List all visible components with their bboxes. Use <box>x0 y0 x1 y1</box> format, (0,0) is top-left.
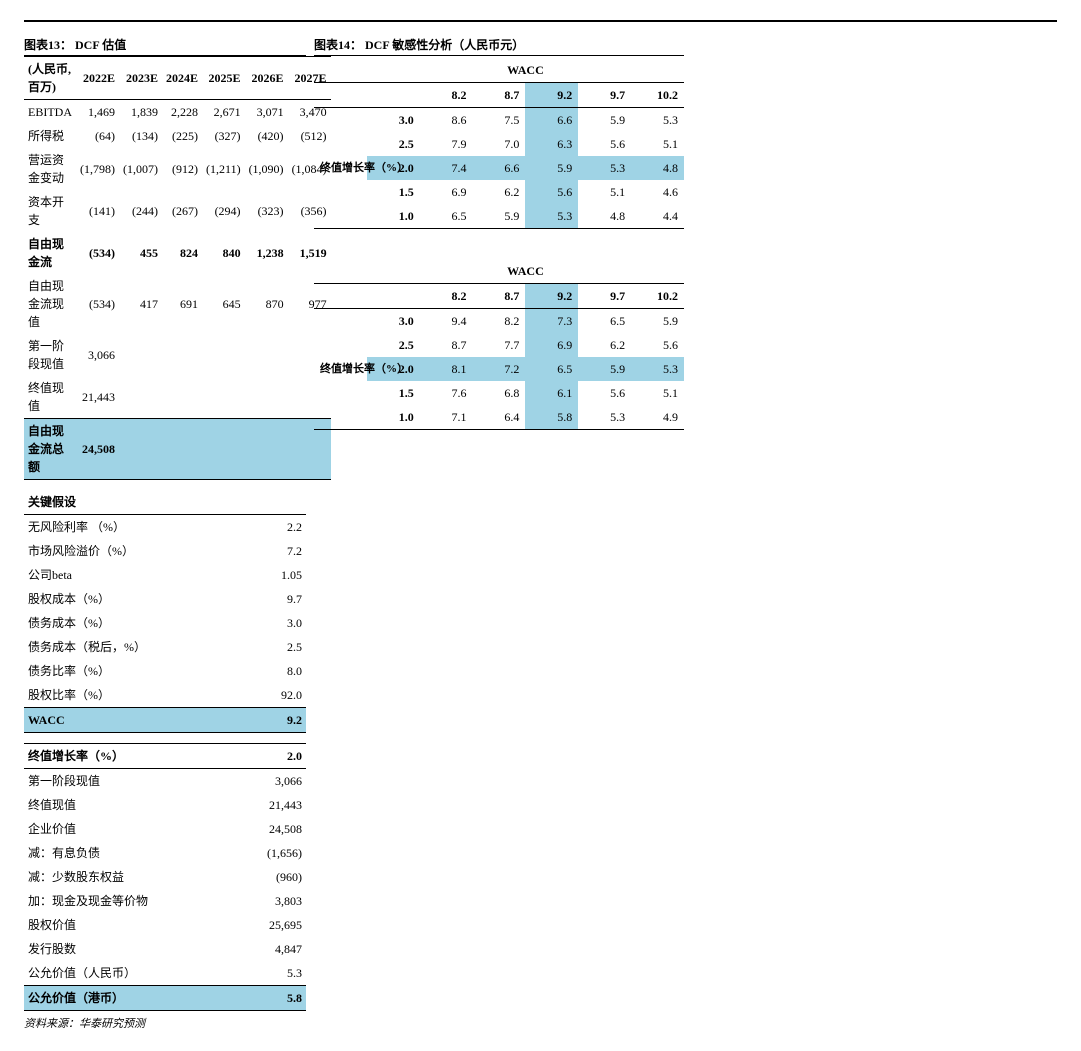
table-row: 股权价值25,695 <box>24 913 306 937</box>
source-label: 资料来源：华泰研究预测 <box>24 1015 1057 1031</box>
table-row: 市场风险溢价（%）7.2 <box>24 539 306 563</box>
tables-wrap: 图表13： DCF 估值 (人民币, 百万) 2022E 2023E 2024E… <box>24 30 1057 1011</box>
table-row: 无风险利率 （%）2.2 <box>24 515 306 540</box>
caption-right: 图表14： DCF 敏感性分析（人民币元） <box>314 30 684 56</box>
fcf-total-row: 自由现金流总额 24,508 . <box>24 419 331 480</box>
table-row: 1.56.96.25.65.14.6 <box>314 180 684 204</box>
sens-axis-row: WACC <box>314 58 684 83</box>
table-row: 终值增长率（%）2.0 <box>24 744 306 769</box>
table-row: 企业价值24,508 <box>24 817 306 841</box>
wacc-table: 关键假设 无风险利率 （%）2.2市场风险溢价（%）7.2公司beta1.05股… <box>24 490 306 733</box>
table-row: 减：有息负债(1,656) <box>24 841 306 865</box>
table-row: 所得税(64)(134)(225)(327)(420)(512) <box>24 124 331 148</box>
table-row: 1.57.66.86.15.65.1 <box>314 381 684 405</box>
table-row: 发行股数4,847 <box>24 937 306 961</box>
sens-axis-row-hkd: WACC <box>314 259 684 284</box>
sensitivity-table-rmb: WACC 8.2 8.7 9.2 9.7 10.2 3.08.67.56.65.… <box>314 58 684 229</box>
left-column: 图表13： DCF 估值 (人民币, 百万) 2022E 2023E 2024E… <box>24 30 306 1011</box>
table-row: 终值增长率（%）2.08.17.26.55.95.3 <box>314 357 684 381</box>
caption-left: 图表13： DCF 估值 <box>24 30 306 56</box>
table-row: 营运资金变动(1,798)(1,007)(912)(1,211)(1,090)(… <box>24 148 331 190</box>
fair-value-row: 公允价值（港币） 5.8 <box>24 986 306 1011</box>
table-row: 终值现值21,443 <box>24 793 306 817</box>
table-row: 减：少数股东权益(960) <box>24 865 306 889</box>
table-row: 公司beta1.05 <box>24 563 306 587</box>
table-row: 3.08.67.56.65.95.3 <box>314 108 684 133</box>
table-row: 3.09.48.27.36.55.9 <box>314 309 684 334</box>
first-stage-row: 第一阶段现值 3,066 <box>24 334 331 376</box>
table-row: 2.57.97.06.35.65.1 <box>314 132 684 156</box>
table-row: 债务成本（税后，%）2.5 <box>24 635 306 659</box>
fcf-row: 自由现金流 (534) 455 824 840 1,238 1,519 <box>24 232 331 274</box>
top-rule <box>24 20 1057 22</box>
sensitivity-table-hkd: WACC 8.2 8.7 9.2 9.7 10.2 3.09.48.27.36.… <box>314 259 684 430</box>
valuation-table: 终值增长率（%）2.0第一阶段现值3,066终值现值21,443企业价值24,5… <box>24 743 306 1011</box>
table-row: 终值增长率（%）2.07.46.65.95.34.8 <box>314 156 684 180</box>
fcf-table: (人民币, 百万) 2022E 2023E 2024E 2025E 2026E … <box>24 56 331 480</box>
table-row: 第一阶段现值3,066 <box>24 769 306 794</box>
sens-col-header-hkd: 8.2 8.7 9.2 9.7 10.2 <box>314 284 684 309</box>
terminal-row: 终值现值 21,443 <box>24 376 331 419</box>
table-row: 债务成本（%）3.0 <box>24 611 306 635</box>
table-row: 1.07.16.45.85.34.9 <box>314 405 684 430</box>
pv-row: 自由现金流现值 (534) 417 691 645 870 977 <box>24 274 331 334</box>
unit-label: (人民币, 百万) <box>24 57 76 100</box>
table-row: 资本开支(141)(244)(267)(294)(323)(356) <box>24 190 331 232</box>
table-row: 公允价值（人民币）5.3 <box>24 961 306 986</box>
table-row: 1.06.55.95.34.84.4 <box>314 204 684 229</box>
table-row: 加：现金及现金等价物3,803 <box>24 889 306 913</box>
table-row: 股权成本（%）9.7 <box>24 587 306 611</box>
table-row: 股权比率（%）92.0 <box>24 683 306 708</box>
table-row: 债务比率（%）8.0 <box>24 659 306 683</box>
wacc-title-row: 关键假设 <box>24 490 306 515</box>
right-column: 图表14： DCF 敏感性分析（人民币元） WACC 8.2 8.7 9.2 9… <box>314 30 684 1011</box>
table-row: 2.58.77.76.96.25.6 <box>314 333 684 357</box>
wacc-total-row: WACC 9.2 <box>24 708 306 733</box>
sens-col-header: 8.2 8.7 9.2 9.7 10.2 <box>314 83 684 108</box>
table-row: EBITDA1,4691,8392,2282,6713,0713,470 <box>24 100 331 125</box>
fcf-header-row: (人民币, 百万) 2022E 2023E 2024E 2025E 2026E … <box>24 57 331 100</box>
